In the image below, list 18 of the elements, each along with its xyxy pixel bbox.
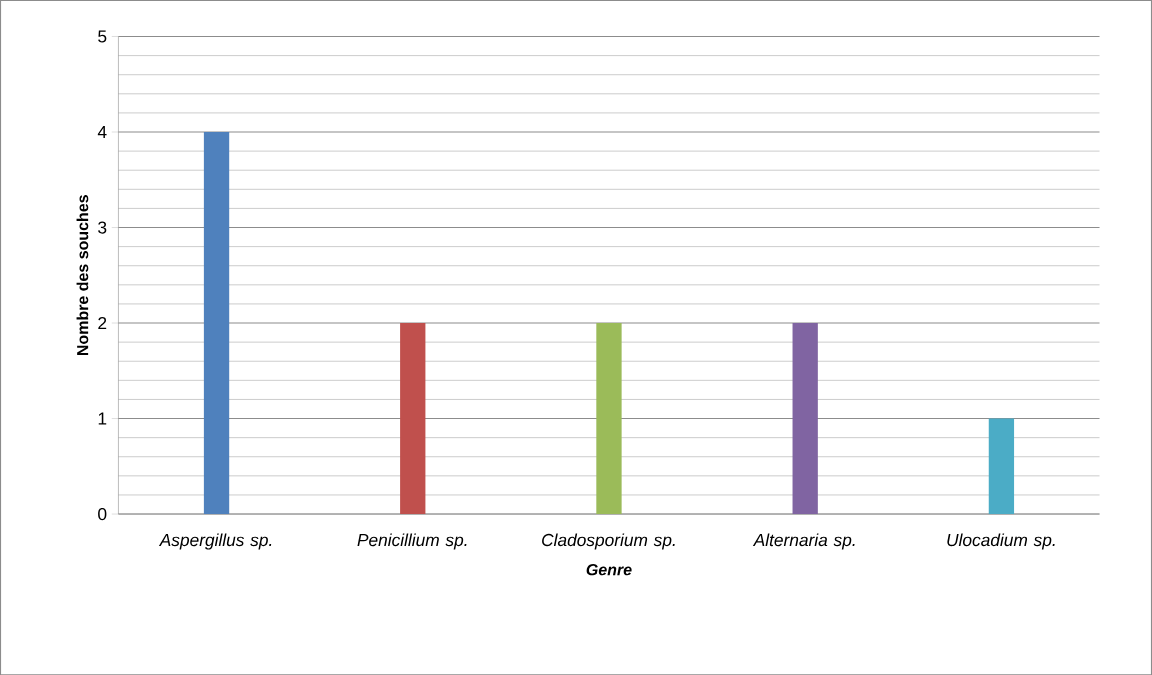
y-tick-label: 1 <box>98 412 107 425</box>
y-tick-label: 3 <box>98 221 107 234</box>
bar <box>203 131 230 514</box>
x-tick-label: Aspergillus sp. <box>158 533 272 550</box>
x-tick-label: Cladosporium sp. <box>542 533 675 550</box>
x-tick-label: Alternaria sp. <box>752 533 855 550</box>
bar <box>596 322 622 514</box>
y-tick-label: 4 <box>97 125 107 138</box>
bar <box>988 418 1015 514</box>
x-axis-title: Genre <box>586 563 632 576</box>
y-axis-title: Nombre des souches <box>76 194 89 355</box>
x-tick-label: Penicillium sp. <box>357 533 467 550</box>
bar <box>400 322 426 514</box>
bar <box>792 322 818 514</box>
y-tick-label: 0 <box>98 507 107 520</box>
x-tick-label: Ulocadium sp. <box>947 533 1055 550</box>
y-tick-label: 5 <box>98 30 107 43</box>
y-tick-label: 2 <box>98 316 107 329</box>
